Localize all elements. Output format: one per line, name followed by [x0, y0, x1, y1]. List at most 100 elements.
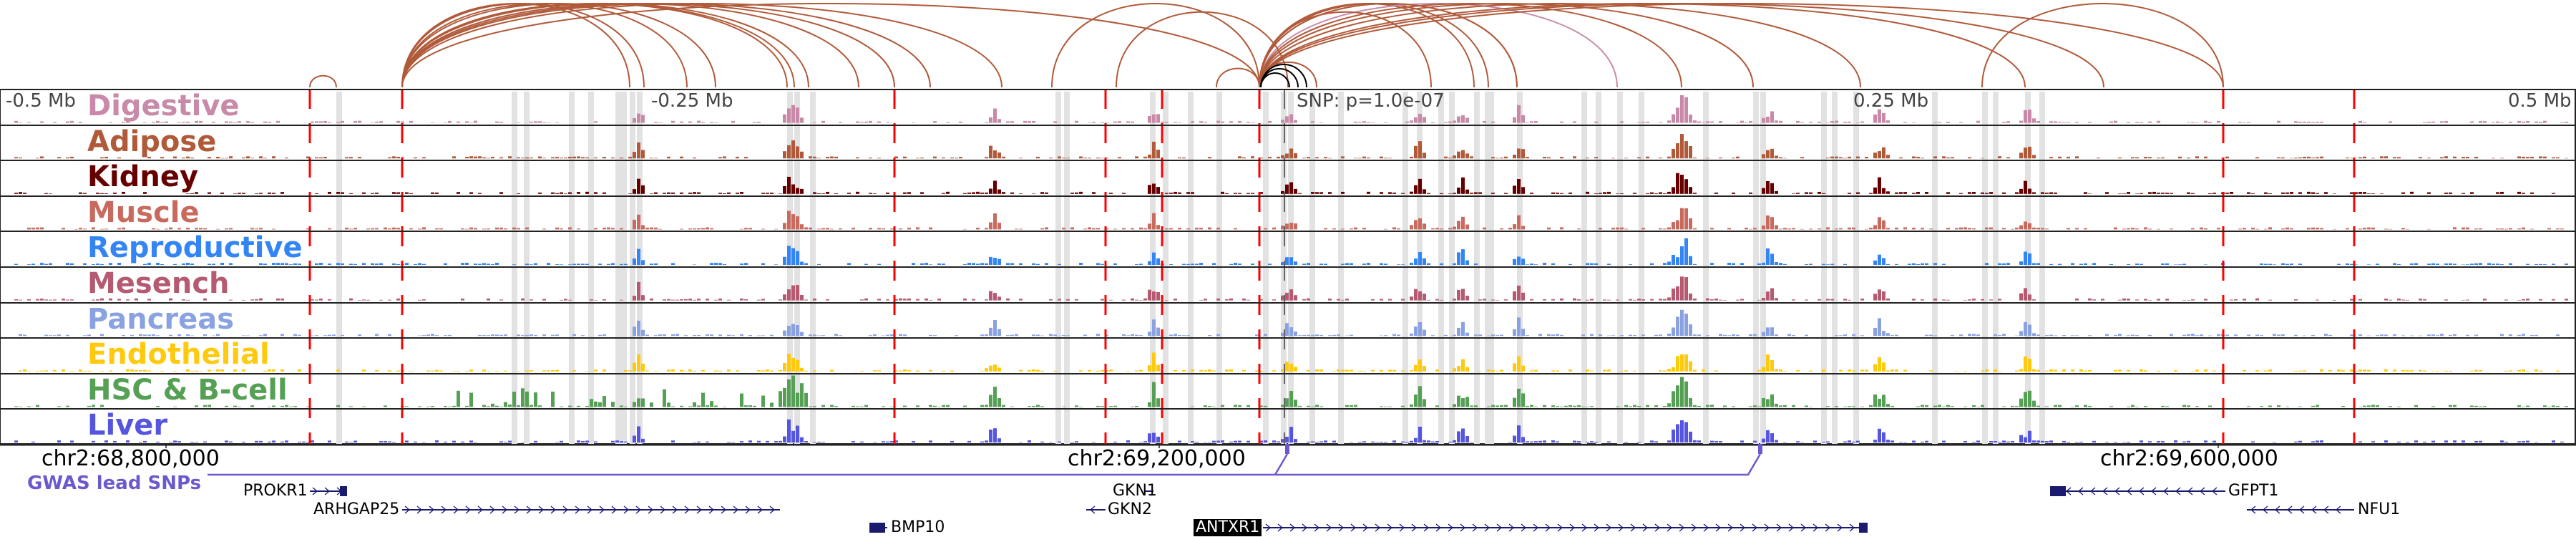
gene-arhgap25-strand-arrow: [416, 505, 423, 514]
gene-label-gkn2[interactable]: GKN2: [1108, 500, 1152, 518]
gene-label-gkn1[interactable]: GKN1: [1113, 482, 1157, 500]
track-label: Endothelial: [87, 338, 270, 372]
signal-bar: [2496, 228, 2499, 230]
signal-bar: [2165, 263, 2169, 265]
signal-bar: [641, 260, 645, 265]
signal-bar: [1277, 156, 1280, 159]
signal-bar: [1882, 220, 1885, 230]
gene-nfu1-strand-arrow: [2335, 505, 2341, 514]
gene-label-arhgap25[interactable]: ARHGAP25: [313, 500, 400, 518]
signal-bar: [620, 441, 623, 442]
signal-bar: [1435, 405, 1439, 407]
signal-bar: [1045, 227, 1048, 230]
signal-bar: [482, 405, 486, 407]
signal-bar: [1860, 335, 1864, 337]
signal-bar: [504, 228, 507, 230]
signal-bar: [250, 405, 254, 407]
signal-bar: [225, 121, 228, 123]
signal-bar: [1070, 227, 1074, 230]
signal-bar: [1873, 364, 1877, 372]
signal-bar: [431, 406, 434, 407]
highlight-column: [1617, 92, 1623, 444]
signal-bar: [259, 228, 263, 230]
signal-bar: [1878, 318, 1881, 337]
signal-bar: [693, 228, 696, 230]
signal-bar: [727, 334, 731, 337]
signal-bar: [1779, 369, 1782, 372]
gene-label-gfpt1[interactable]: GFPT1: [2228, 482, 2279, 500]
signal-bar: [1435, 440, 1439, 442]
signal-bar: [924, 263, 928, 265]
signal-bar: [2109, 406, 2113, 407]
signal-bar: [590, 299, 593, 301]
gene-label-antxr1[interactable]: ANTXR1: [1194, 519, 1262, 536]
signal-bar: [1659, 299, 1662, 301]
signal-bar: [1414, 258, 1418, 265]
signal-bar: [289, 264, 293, 265]
signal-bar: [1611, 158, 1615, 159]
signal-bar: [2036, 440, 2040, 442]
signal-bar: [2517, 369, 2521, 372]
signal-bar: [963, 405, 967, 407]
signal-bar: [341, 192, 344, 194]
signal-bar: [663, 389, 666, 407]
signal-bar: [2552, 299, 2555, 301]
signal-bar: [2298, 263, 2302, 265]
signal-bar: [706, 405, 709, 407]
signal-bar: [2431, 121, 2435, 123]
signal-bar: [2496, 192, 2499, 194]
signal-bar: [2509, 370, 2512, 372]
gene-label-prokr1[interactable]: PROKR1: [243, 482, 308, 500]
signal-bar: [388, 228, 391, 230]
signal-bar: [1474, 334, 1478, 337]
signal-bar: [594, 121, 597, 123]
signal-bar: [2157, 193, 2160, 194]
signal-bar: [946, 191, 950, 194]
signal-bar: [1706, 298, 1709, 301]
gene-label-nfu1[interactable]: NFU1: [2358, 500, 2401, 518]
signal-bar: [135, 298, 138, 301]
signal-bar: [1264, 405, 1267, 407]
signal-bar: [950, 370, 954, 372]
signal-bar: [761, 193, 765, 194]
signal-bar: [916, 370, 919, 372]
signal-bar: [1676, 385, 1679, 407]
signal-bar: [993, 150, 997, 159]
signal-bar: [259, 440, 263, 442]
signal-bar: [555, 227, 559, 230]
signal-bar: [993, 258, 997, 265]
signal-bar: [624, 369, 628, 372]
signal-bar: [1096, 370, 1100, 372]
signal-bar: [2290, 158, 2293, 159]
signal-bar: [1594, 121, 1598, 123]
signal-bar: [1341, 156, 1345, 159]
signal-bar: [349, 193, 353, 194]
signal-bar: [740, 298, 743, 301]
signal-bar: [27, 264, 31, 265]
signal-bar: [293, 263, 297, 265]
signal-bar: [2479, 228, 2482, 230]
gene-gkn2-strand-arrow: [1089, 505, 1096, 514]
signal-bar: [1302, 263, 1306, 265]
signal-bar: [787, 211, 791, 230]
gene-label-bmp10[interactable]: BMP10: [891, 518, 945, 536]
signal-bar: [1169, 193, 1173, 194]
signal-bar: [1079, 263, 1083, 265]
signal-bar: [985, 405, 988, 407]
signal-bar: [1684, 381, 1688, 407]
signal-bar: [49, 193, 52, 194]
signal-bar: [1032, 334, 1035, 337]
signal-bar: [14, 263, 18, 265]
signal-bar: [899, 370, 902, 372]
signal-bar: [521, 298, 525, 301]
signal-bar: [1577, 299, 1581, 301]
signal-bar: [1775, 155, 1778, 159]
signal-bar: [2350, 192, 2353, 194]
signal-bar: [2410, 263, 2414, 265]
signal-bar: [2526, 157, 2529, 159]
signal-bar: [1968, 157, 1971, 159]
signal-bar: [104, 440, 108, 442]
signal-bar: [1191, 369, 1194, 372]
signal-bar: [1285, 116, 1289, 123]
signal-bar: [1856, 156, 1860, 159]
